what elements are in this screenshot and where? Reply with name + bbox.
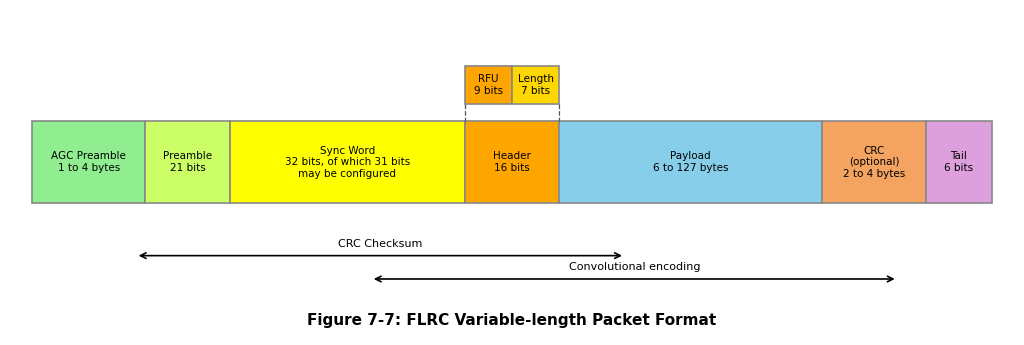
Text: Header
16 bits: Header 16 bits <box>494 151 530 173</box>
Text: Convolutional encoding: Convolutional encoding <box>568 262 700 272</box>
FancyBboxPatch shape <box>229 121 465 204</box>
Text: RFU
9 bits: RFU 9 bits <box>474 75 503 96</box>
FancyBboxPatch shape <box>33 121 145 204</box>
FancyBboxPatch shape <box>559 121 822 204</box>
FancyBboxPatch shape <box>926 121 991 204</box>
FancyBboxPatch shape <box>512 66 559 105</box>
Text: CRC
(optional)
2 to 4 bytes: CRC (optional) 2 to 4 bytes <box>843 146 905 179</box>
FancyBboxPatch shape <box>145 121 229 204</box>
Text: Sync Word
32 bits, of which 31 bits
may be configured: Sync Word 32 bits, of which 31 bits may … <box>285 146 410 179</box>
FancyBboxPatch shape <box>465 121 559 204</box>
Text: CRC Checksum: CRC Checksum <box>338 239 423 249</box>
FancyBboxPatch shape <box>822 121 926 204</box>
Text: AGC Preamble
1 to 4 bytes: AGC Preamble 1 to 4 bytes <box>51 151 126 173</box>
Text: Payload
6 to 127 bytes: Payload 6 to 127 bytes <box>653 151 728 173</box>
FancyBboxPatch shape <box>465 66 512 105</box>
Text: Tail
6 bits: Tail 6 bits <box>944 151 973 173</box>
Text: Preamble
21 bits: Preamble 21 bits <box>163 151 212 173</box>
Text: Length
7 bits: Length 7 bits <box>517 75 554 96</box>
Text: Figure 7-7: FLRC Variable-length Packet Format: Figure 7-7: FLRC Variable-length Packet … <box>307 313 717 328</box>
